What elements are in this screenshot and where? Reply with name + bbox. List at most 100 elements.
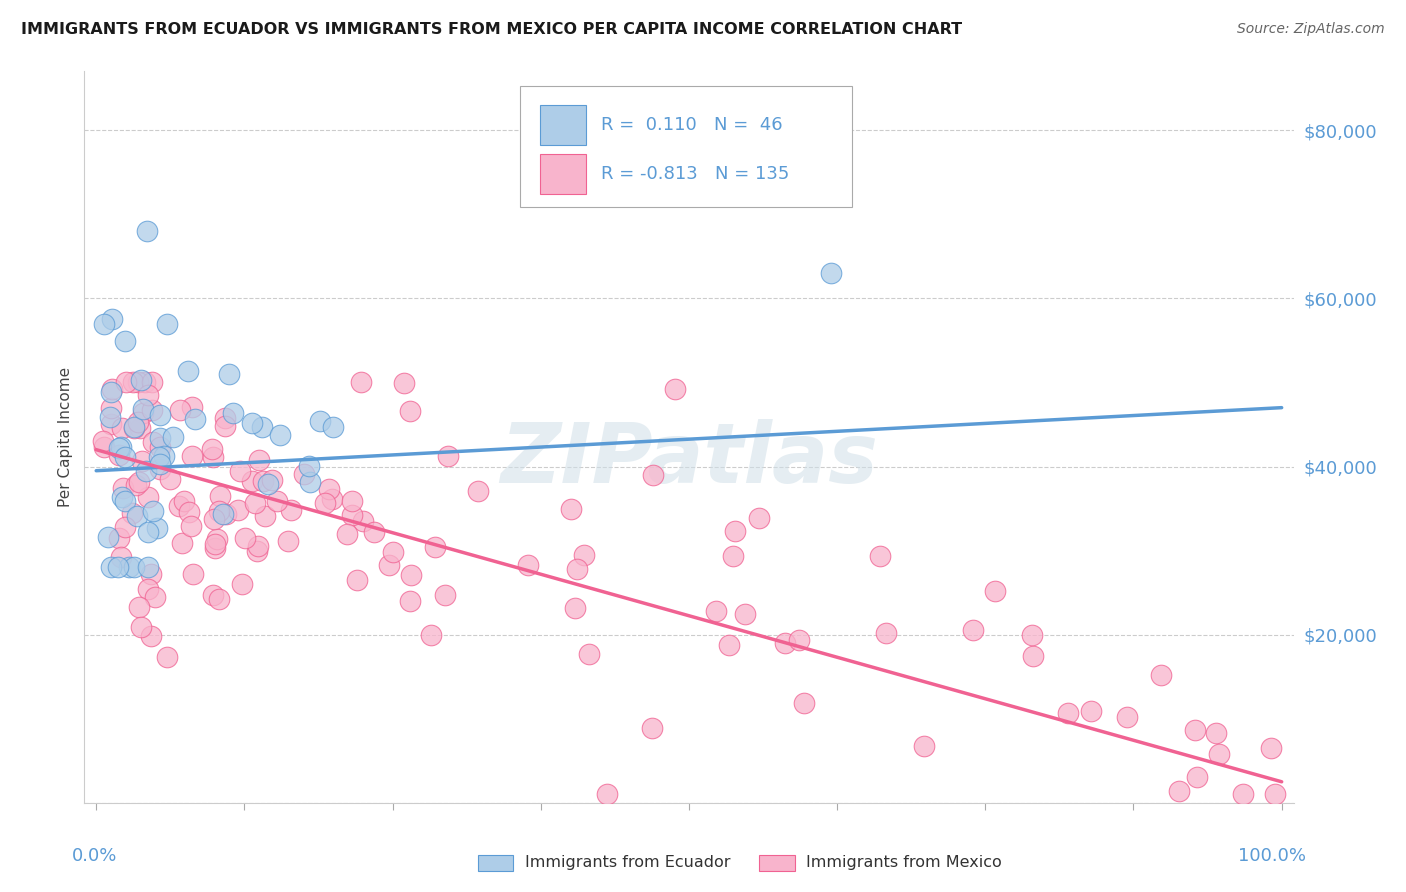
Point xyxy=(149,440,172,454)
Point xyxy=(127,415,149,429)
Point xyxy=(734,607,756,622)
Point xyxy=(180,400,202,414)
Point xyxy=(100,401,122,416)
Point xyxy=(110,550,132,565)
Point xyxy=(139,629,162,643)
Point xyxy=(215,507,238,521)
Point xyxy=(1057,706,1080,720)
Point xyxy=(205,532,228,546)
Point xyxy=(321,491,343,506)
Point xyxy=(433,588,456,602)
Point xyxy=(718,638,741,652)
Point xyxy=(231,577,253,591)
Point xyxy=(1080,704,1102,718)
Point xyxy=(254,508,277,523)
Point xyxy=(398,594,420,608)
Point xyxy=(136,525,159,540)
Text: IMMIGRANTS FROM ECUADOR VS IMMIGRANTS FROM MEXICO PER CAPITA INCOME CORRELATION : IMMIGRANTS FROM ECUADOR VS IMMIGRANTS FR… xyxy=(21,22,962,37)
Point xyxy=(869,549,891,564)
Point xyxy=(97,530,120,544)
Point xyxy=(378,558,401,572)
Point xyxy=(181,450,204,464)
Point xyxy=(340,508,363,523)
Point xyxy=(136,582,159,596)
Point xyxy=(93,317,115,331)
Point xyxy=(984,584,1007,599)
Point xyxy=(122,419,145,434)
Point xyxy=(148,450,170,465)
Point xyxy=(201,442,224,456)
Point xyxy=(141,376,163,390)
Point xyxy=(112,481,135,495)
Point xyxy=(135,464,157,478)
Point xyxy=(247,452,270,467)
Point xyxy=(336,527,359,541)
Text: R = -0.813   N = 135: R = -0.813 N = 135 xyxy=(600,165,789,183)
Point xyxy=(208,504,231,518)
Point xyxy=(114,334,136,349)
Text: 0.0%: 0.0% xyxy=(72,847,118,864)
Point xyxy=(277,534,299,549)
Point xyxy=(91,434,114,449)
Point xyxy=(437,449,460,463)
Point xyxy=(181,567,204,582)
Point xyxy=(211,508,233,522)
Point xyxy=(565,561,588,575)
Point xyxy=(142,435,165,450)
Point xyxy=(233,531,256,545)
Point xyxy=(962,623,984,637)
Point xyxy=(342,494,364,508)
Point xyxy=(467,484,489,499)
Point xyxy=(723,549,745,563)
Point xyxy=(100,560,122,574)
Point xyxy=(132,401,155,416)
Point xyxy=(180,518,202,533)
Point xyxy=(381,544,404,558)
Point xyxy=(114,450,136,465)
Point xyxy=(108,442,131,456)
Point xyxy=(318,482,340,496)
Point xyxy=(204,541,226,556)
Point xyxy=(156,649,179,664)
Point xyxy=(136,490,159,504)
Point xyxy=(146,521,169,535)
Text: 100.0%: 100.0% xyxy=(1237,847,1306,864)
Point xyxy=(218,367,240,381)
Point xyxy=(132,406,155,420)
Point xyxy=(108,448,131,462)
Point xyxy=(127,376,149,390)
Point xyxy=(142,504,165,518)
Point xyxy=(309,414,332,428)
Point xyxy=(222,407,245,421)
Point xyxy=(183,412,205,426)
Point xyxy=(789,633,811,648)
Point xyxy=(363,524,385,539)
Point xyxy=(350,376,373,390)
Point xyxy=(572,548,595,562)
Point xyxy=(129,620,152,634)
Point xyxy=(121,376,143,390)
Point xyxy=(118,560,141,574)
Point xyxy=(240,474,263,488)
Point xyxy=(1208,747,1230,761)
Point xyxy=(139,566,162,581)
Point xyxy=(131,454,153,468)
Point xyxy=(179,505,201,519)
Text: ZIPatlas: ZIPatlas xyxy=(501,418,877,500)
Point xyxy=(266,494,288,508)
Point xyxy=(124,420,146,434)
Point xyxy=(125,509,148,524)
Point xyxy=(793,696,815,710)
Point xyxy=(292,467,315,481)
Text: R =  0.110   N =  46: R = 0.110 N = 46 xyxy=(600,116,782,134)
Point xyxy=(425,540,447,554)
Point xyxy=(110,440,132,454)
Point xyxy=(564,600,586,615)
Point xyxy=(298,459,321,474)
Point xyxy=(748,510,770,524)
Point xyxy=(1150,668,1173,682)
Point xyxy=(641,721,664,735)
Point xyxy=(134,376,156,390)
Point xyxy=(128,475,150,490)
Point xyxy=(148,461,170,475)
